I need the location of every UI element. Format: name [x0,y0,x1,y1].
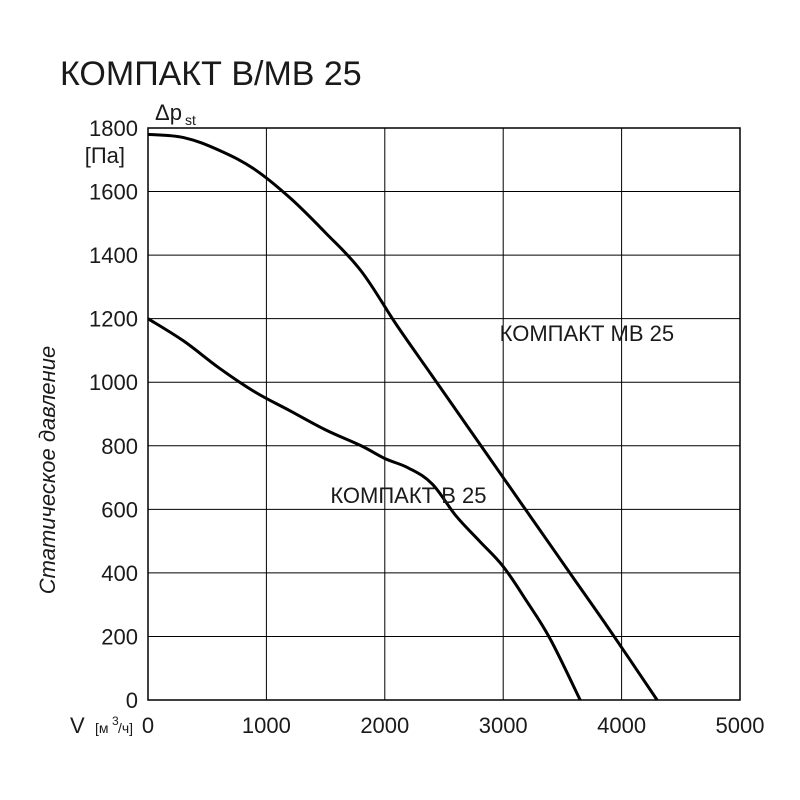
x-tick-label: 5000 [716,713,765,738]
y-tick-label: 600 [101,497,138,522]
x-tick-label: 2000 [360,713,409,738]
y-tick-label: 200 [101,624,138,649]
x-axis-unit: [м 3 /ч] [95,714,133,736]
y-tick-label: 800 [101,434,138,459]
curve-0 [148,134,657,700]
x-tick-label: 4000 [597,713,646,738]
y-tick-label: 1200 [89,307,138,332]
x-tick-label: 3000 [479,713,528,738]
y-tick-label: 1600 [89,180,138,205]
chart-title: КОМПАКТ В/МВ 25 [60,55,362,93]
y-tick-label: 400 [101,561,138,586]
series-label-1: КОМПАКТ В 25 [330,483,486,508]
y-axis-symbol: Δp [155,100,182,125]
y-tick-label: 1400 [89,243,138,268]
x-tick-label: 1000 [242,713,291,738]
series-label-0: КОМПАКТ МВ 25 [500,321,674,346]
y-axis-label: Статическое давление [35,346,60,594]
x-tick-label: 0 [142,713,154,738]
y-tick-label: 1000 [89,370,138,395]
y-axis-unit: [Па] [85,143,125,168]
svg-text:[м: [м [95,720,109,736]
y-tick-label: 1800 [89,116,138,141]
x-axis-lead: V [70,713,85,738]
y-tick-label: 0 [126,688,138,713]
svg-text:/ч]: /ч] [118,720,133,736]
plot-area: КОМПАКТ МВ 25 КОМПАКТ В 25 [148,128,740,700]
y-axis-symbol-sub: st [185,112,196,128]
